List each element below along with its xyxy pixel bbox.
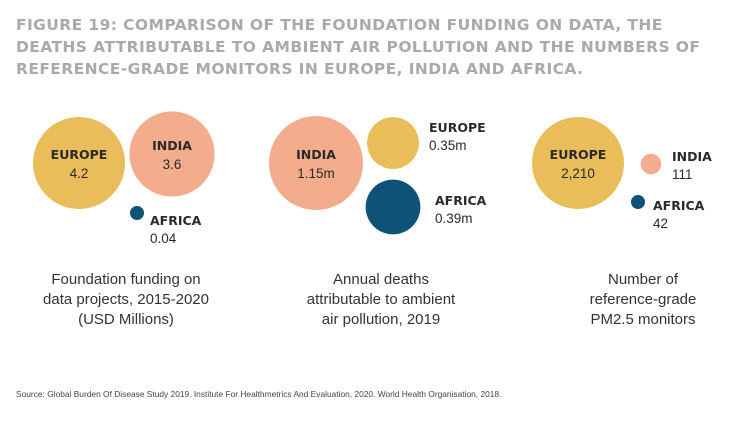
caption-line: air pollution, 2019	[321, 311, 441, 328]
bubble-charts: EUROPE 4.2 INDIA 3.6 AFRICA 0.04 INDIA 1.15m EUR…	[33, 111, 712, 246]
bubble-europe	[532, 117, 624, 209]
bubble-label-india: INDIA	[152, 138, 192, 153]
bubble-label-africa: AFRICA	[435, 193, 487, 208]
bubble-label-africa: AFRICA	[653, 198, 705, 213]
bubble-value-africa: 0.04	[150, 231, 177, 246]
caption-funding: Foundation funding on data projects, 201…	[11, 270, 241, 330]
bubble-europe	[367, 117, 419, 169]
bubble-label-india: INDIA	[672, 149, 712, 164]
caption-monitors: Number of reference-grade PM2.5 monitors	[528, 270, 730, 330]
caption-deaths: Annual deaths attributable to ambient ai…	[266, 270, 496, 330]
caption-line: data projects, 2015-2020	[43, 291, 209, 308]
bubble-africa	[631, 195, 645, 209]
caption-line: attributable to ambient	[306, 291, 456, 308]
bubble-label-europe: EUROPE	[51, 147, 108, 162]
bubble-value-europe: 0.35m	[429, 138, 467, 153]
bubble-label-africa: AFRICA	[150, 213, 202, 228]
bubble-india	[269, 116, 363, 210]
bubble-india	[129, 111, 215, 197]
caption-line: Annual deaths	[333, 271, 429, 288]
bubble-label-india: INDIA	[296, 147, 336, 162]
bubble-value-india: 111	[672, 167, 693, 182]
bubble-europe	[33, 117, 125, 209]
bubble-value-europe: 2,210	[561, 166, 595, 181]
bubble-value-europe: 4.2	[70, 166, 89, 181]
caption-line: (USD Millions)	[78, 311, 174, 328]
caption-line: reference-grade	[589, 291, 697, 308]
bubble-africa	[130, 206, 144, 220]
figure-title: FIGURE 19: COMPARISON OF THE FOUNDATION …	[16, 16, 701, 78]
bubble-india	[640, 153, 662, 175]
bubble-label-europe: EUROPE	[429, 120, 486, 135]
bubble-value-africa: 0.39m	[435, 211, 473, 226]
source-note: Source: Global Burden Of Disease Study 2…	[16, 389, 502, 399]
bubble-value-india: 3.6	[163, 157, 182, 172]
bubble-value-india: 1.15m	[297, 166, 335, 181]
bubble-value-africa: 42	[653, 216, 668, 231]
caption-line: Foundation funding on	[51, 271, 201, 288]
bubble-label-europe: EUROPE	[550, 147, 607, 162]
caption-line: Number of	[607, 271, 679, 288]
bubble-africa	[365, 179, 421, 235]
caption-line: PM2.5 monitors	[590, 311, 696, 328]
